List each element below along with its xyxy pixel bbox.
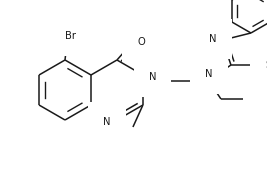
Text: N: N xyxy=(209,34,217,44)
Text: N: N xyxy=(149,72,156,82)
Text: O: O xyxy=(137,37,145,47)
Text: N: N xyxy=(205,69,213,79)
Text: SH: SH xyxy=(265,60,267,70)
Text: N: N xyxy=(103,117,111,127)
Text: Br: Br xyxy=(65,31,77,41)
